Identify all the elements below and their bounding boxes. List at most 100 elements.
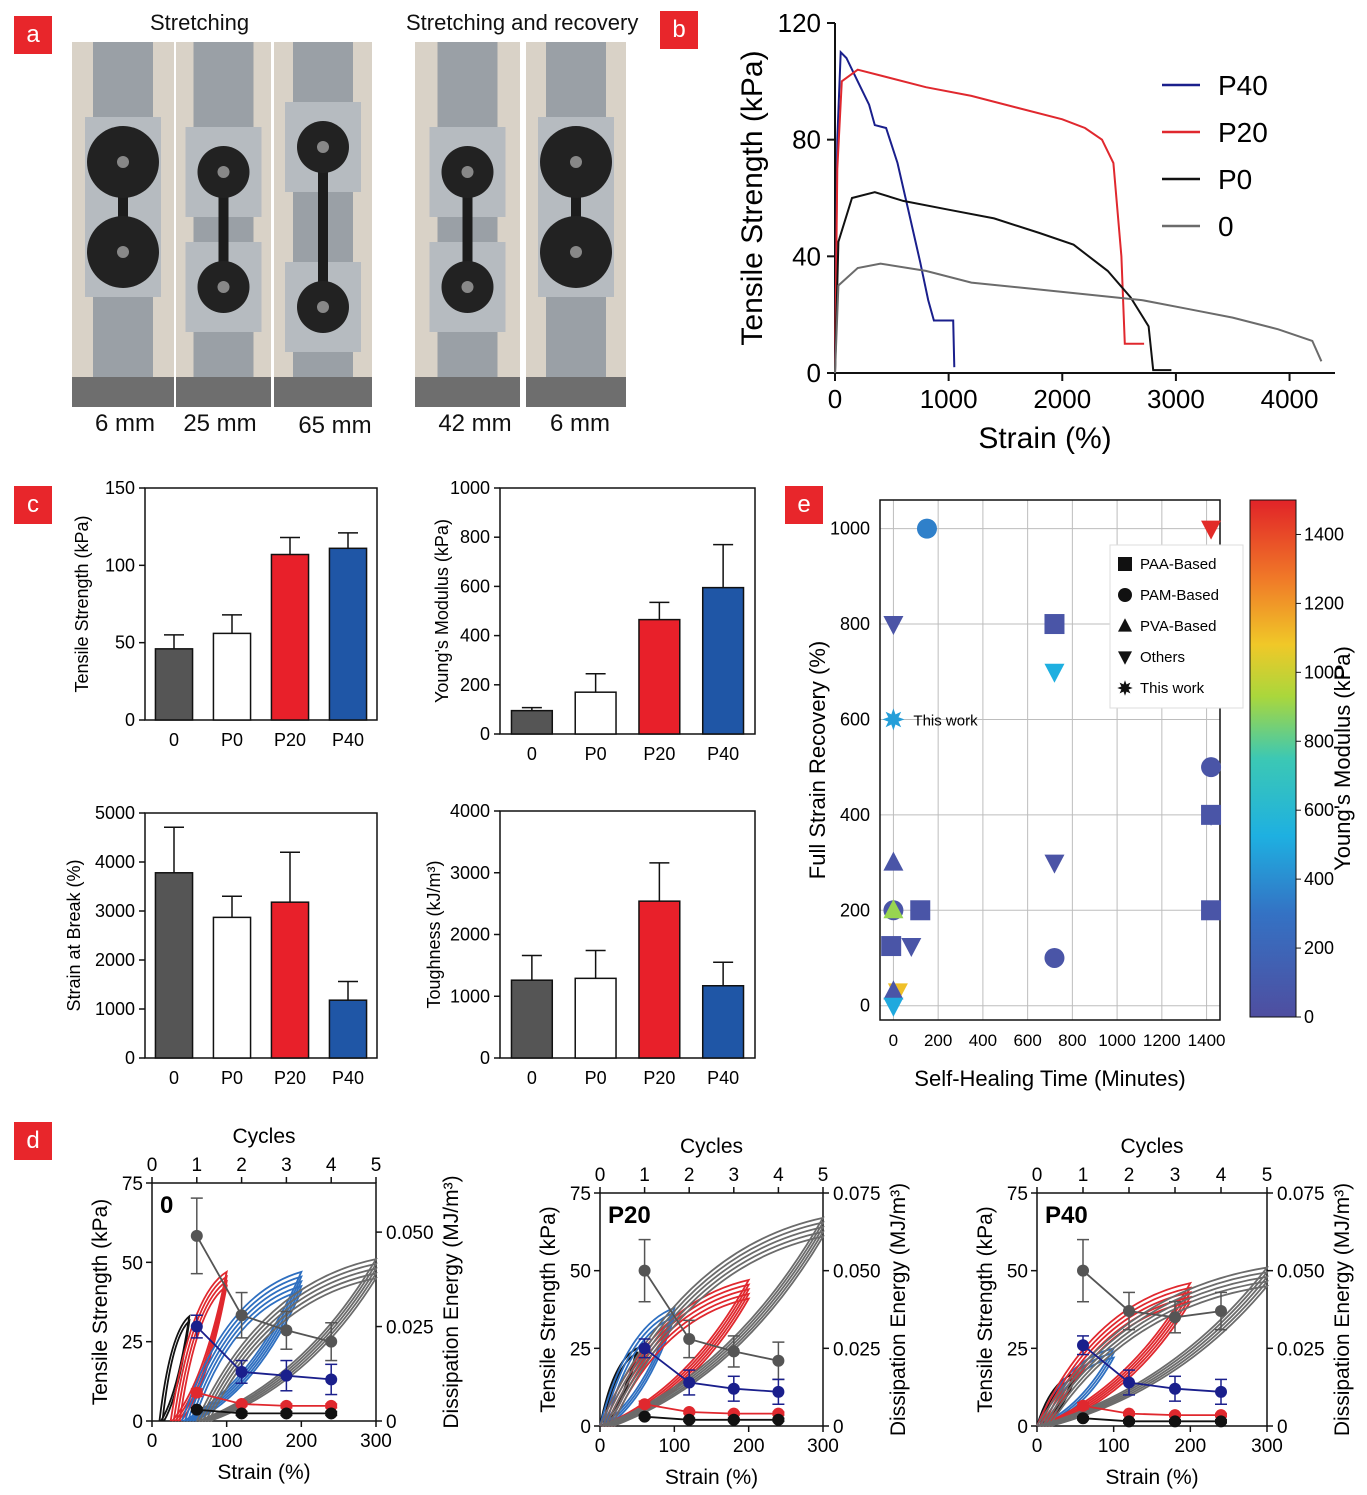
x-tick-label: P20 xyxy=(643,744,675,764)
legend-label-P20: P20 xyxy=(1218,117,1268,148)
y-tick-label: 200 xyxy=(460,675,490,695)
gel-specimen xyxy=(118,162,128,252)
colorbar xyxy=(1249,499,1297,1018)
x-axis-label: Strain (%) xyxy=(1105,1466,1198,1489)
hysteresis-loop-blue xyxy=(599,1306,676,1427)
y-tick-label: 1000 xyxy=(450,986,490,1006)
x-tick-label: 0 xyxy=(595,1436,606,1457)
chart-e-recovery-scatter: 0 200 400 600 800 1000 1200 1400 0 200 400 600 800 10… xyxy=(805,499,1355,1091)
energy-point-black xyxy=(1215,1415,1227,1428)
y-tick-label: 3000 xyxy=(450,863,490,883)
photo-header-recovery: Stretching and recovery xyxy=(406,10,639,35)
bar-P0 xyxy=(574,691,617,735)
knob-center-lower xyxy=(461,281,474,293)
energy-line-gray xyxy=(196,1235,332,1343)
top-tick-label: 5 xyxy=(1262,1165,1273,1186)
bar-P0 xyxy=(212,632,252,721)
energy-point-black xyxy=(1123,1415,1135,1428)
x-axis-label: Strain (%) xyxy=(978,422,1111,455)
knob-center-upper xyxy=(217,166,230,178)
base-plate xyxy=(72,377,174,407)
y-tick-label: 4000 xyxy=(95,852,135,872)
bar-0 xyxy=(154,872,194,1059)
legend-label-P40: P40 xyxy=(1218,70,1268,101)
y-tick-label: 50 xyxy=(122,1253,143,1274)
panel-label-d: d xyxy=(14,1122,52,1160)
y2-tick-label: 0.025 xyxy=(833,1339,881,1360)
energy-line-blue xyxy=(196,1325,332,1381)
specimen-drawing xyxy=(72,42,174,407)
photo-caption-4: 42 mm xyxy=(438,410,512,437)
top-tick-label: 1 xyxy=(192,1155,203,1176)
energy-point-black xyxy=(772,1413,785,1426)
energy-point-black xyxy=(638,1410,651,1423)
energy-point-gray xyxy=(190,1229,203,1242)
top-axis-label: Cycles xyxy=(680,1135,743,1158)
x-tick-label: 1000 xyxy=(1098,1031,1136,1050)
y2-tick-label: 0 xyxy=(1277,1417,1288,1438)
y-tick-label: 75 xyxy=(122,1174,143,1195)
energy-point-red xyxy=(235,1398,248,1410)
y2-axis-label: Dissipation Energy (MJ/m³) xyxy=(440,1175,463,1428)
hysteresis-loop-gray xyxy=(198,1262,378,1422)
colorbar-tick-label: 800 xyxy=(1304,731,1334,751)
energy-point-blue xyxy=(1215,1385,1227,1398)
specimen-drawing xyxy=(526,42,626,407)
bar-P0 xyxy=(574,977,617,1059)
x-tick-label: 200 xyxy=(285,1431,317,1452)
scatter-point-tri-down xyxy=(901,938,922,958)
specimen-drawing xyxy=(274,42,372,407)
y-tick-label: 25 xyxy=(122,1333,143,1354)
energy-point-blue xyxy=(772,1385,785,1398)
chart-c-strain-at-break: 0 1000 2000 3000 4000 5000 0 P0 P20 P40 Strain at … xyxy=(64,803,378,1088)
gel-specimen xyxy=(218,172,229,287)
y2-tick-label: 0.075 xyxy=(1277,1184,1325,1205)
top-tick-label: 2 xyxy=(1124,1165,1135,1186)
hysteresis-loop-gray xyxy=(204,1272,378,1422)
scatter-point-square xyxy=(881,936,902,957)
energy-point-black xyxy=(325,1407,338,1420)
hysteresis-loop-gray xyxy=(195,1257,378,1422)
x-tick-label: 100 xyxy=(1098,1436,1130,1457)
energy-point-gray xyxy=(280,1324,293,1337)
y-tick-label: 0 xyxy=(125,710,135,730)
energy-line-black xyxy=(644,1415,779,1421)
y-axis-label: Toughness (kJ/m³) xyxy=(424,860,444,1008)
y-axis-label: Tensile Strength (kPa) xyxy=(736,50,769,345)
chart-c-youngs-modulus: 0 200 400 600 800 1000 0 P0 P20 P40 Young's Modulu… xyxy=(432,478,756,764)
colorbar-tick-label: 400 xyxy=(1304,869,1334,889)
y-tick-label: 120 xyxy=(778,8,821,38)
y2-axis-label: Dissipation Energy (MJ/m³) xyxy=(1331,1183,1354,1436)
base-plate xyxy=(415,377,520,407)
knob-center-upper xyxy=(570,156,582,168)
sample-label: 0 xyxy=(160,1192,173,1219)
plot-frame xyxy=(879,499,1221,1021)
knob-center-lower xyxy=(317,301,329,313)
y-tick-label: 0 xyxy=(480,1048,490,1068)
x-tick-label: 2000 xyxy=(1033,384,1091,414)
x-axis-label: Strain (%) xyxy=(665,1466,758,1489)
top-tick-label: 0 xyxy=(147,1155,158,1176)
series-line-P0 xyxy=(834,191,1172,374)
y-tick-label: 1000 xyxy=(830,519,870,539)
panel-label-c: c xyxy=(14,486,52,524)
top-axis-label: Cycles xyxy=(232,1125,295,1148)
top-tick-label: 3 xyxy=(729,1165,740,1186)
hysteresis-loop-gray xyxy=(207,1276,378,1422)
y-tick-label: 2000 xyxy=(95,950,135,970)
hysteresis-loop-blue xyxy=(186,1279,303,1422)
legend-marker-4 xyxy=(1117,680,1133,696)
top-tick-label: 2 xyxy=(684,1165,695,1186)
scatter-point-star xyxy=(882,708,905,731)
y-tick-label: 150 xyxy=(105,478,135,498)
scatter-point-square xyxy=(1044,614,1065,635)
colorbar-tick-label: 200 xyxy=(1304,938,1334,958)
x-tick-label: 0 xyxy=(828,384,842,414)
energy-point-gray xyxy=(1169,1311,1181,1324)
energy-point-black xyxy=(727,1413,740,1426)
colorbar-tick-label: 1400 xyxy=(1304,524,1344,544)
energy-line-blue xyxy=(1082,1344,1222,1393)
y-tick-label: 200 xyxy=(840,900,870,920)
scatter-point-tri-down xyxy=(1201,806,1222,826)
bar-P40 xyxy=(328,547,368,721)
